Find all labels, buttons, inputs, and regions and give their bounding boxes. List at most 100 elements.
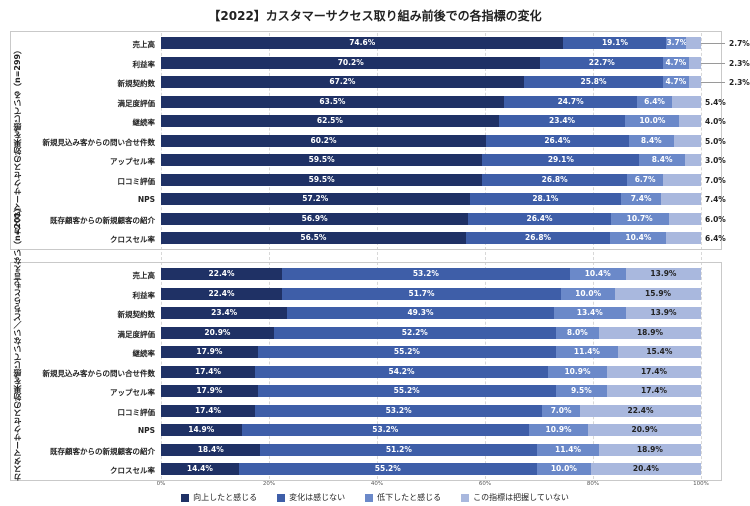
data-label: 63.5% bbox=[319, 96, 346, 106]
bar-segment: 17.9% bbox=[161, 385, 258, 397]
bar-segment: 23.4% bbox=[161, 307, 288, 319]
bar-segment: 17.4% bbox=[607, 385, 701, 397]
bar-segment: 25.8% bbox=[523, 76, 664, 88]
data-label: 17.9% bbox=[196, 386, 223, 395]
data-label: 20.9% bbox=[204, 327, 231, 337]
data-label: 7.0% bbox=[550, 405, 572, 415]
bar-segment: 17.4% bbox=[606, 365, 701, 378]
data-label: 10.9% bbox=[545, 425, 572, 434]
bar-segment: 13.9% bbox=[625, 268, 701, 280]
data-label: 20.4% bbox=[632, 464, 659, 473]
data-label: 17.4% bbox=[640, 386, 668, 395]
bar-segment: 17.4% bbox=[161, 404, 255, 417]
data-label: 26.4% bbox=[526, 213, 553, 223]
legend-item: この指標は把握していない bbox=[461, 492, 569, 503]
data-label: 10.7% bbox=[626, 213, 653, 223]
data-label: 4.7% bbox=[665, 57, 687, 67]
data-label: 70.2% bbox=[337, 57, 364, 67]
data-label: 10.0% bbox=[550, 464, 577, 473]
bar-segment: 56.9% bbox=[161, 212, 469, 225]
bar-segment: 70.2% bbox=[161, 56, 541, 69]
bar-segment: 4.7% bbox=[663, 56, 689, 69]
bar-segment bbox=[686, 37, 701, 49]
bar-segment bbox=[661, 193, 701, 205]
legend-label: この指標は把握していない bbox=[473, 493, 569, 502]
category-label: 口コミ評価 bbox=[117, 176, 156, 186]
bar-segment: 20.9% bbox=[588, 424, 701, 436]
data-label: 8.0% bbox=[566, 327, 588, 337]
gridline bbox=[701, 33, 702, 479]
bar-segment: 24.7% bbox=[503, 95, 638, 108]
bar-segment: 22.4% bbox=[580, 404, 701, 417]
data-label: 5.0% bbox=[705, 136, 726, 146]
data-label: 5.4% bbox=[705, 97, 726, 107]
gridline bbox=[269, 33, 270, 479]
bar-segment: 18.9% bbox=[598, 326, 701, 339]
bar-segment bbox=[688, 76, 701, 88]
data-label: 13.9% bbox=[650, 269, 677, 278]
bar-segment: 10.0% bbox=[625, 115, 680, 127]
data-label: 18.9% bbox=[636, 327, 663, 337]
bar-segment: 59.5% bbox=[161, 154, 483, 166]
data-label: 15.9% bbox=[645, 288, 672, 298]
data-label: 6.0% bbox=[705, 214, 726, 224]
data-label: 3.7% bbox=[666, 38, 688, 47]
data-label: 51.2% bbox=[385, 444, 412, 454]
bar-segment: 54.2% bbox=[255, 365, 549, 378]
data-label: 67.2% bbox=[329, 77, 356, 86]
bar-segment: 53.2% bbox=[241, 424, 530, 436]
category-label: 既存顧客からの新規顧客の紹介 bbox=[50, 215, 155, 225]
category-label: アップセル率 bbox=[110, 388, 155, 397]
category-label: 売上高 bbox=[132, 271, 156, 280]
bar-segment: 8.4% bbox=[628, 134, 674, 147]
bar-segment: 62.5% bbox=[161, 115, 499, 127]
bar-segment: 10.4% bbox=[569, 268, 626, 280]
data-label: 4.7% bbox=[665, 77, 687, 86]
x-tick-label: 80% bbox=[586, 481, 600, 487]
x-tick-label: 60% bbox=[478, 481, 492, 487]
bar-segment: 19.1% bbox=[563, 37, 667, 49]
bar-segment: 23.4% bbox=[498, 115, 626, 127]
data-label: 55.2% bbox=[393, 347, 420, 356]
bar-segment: 52.2% bbox=[273, 326, 556, 339]
data-label: 2.7% bbox=[729, 39, 750, 48]
category-label: 新規見込み客からの問い合せ件数 bbox=[42, 137, 156, 147]
bar-segment: 53.2% bbox=[282, 268, 570, 280]
bar-segment: 14.4% bbox=[161, 463, 239, 475]
gridline bbox=[377, 33, 378, 479]
bar-segment: 3.7% bbox=[666, 37, 688, 49]
data-label: 22.4% bbox=[208, 269, 235, 278]
group-label: カスタマーサクセスの効果を感じていない／どちらとも言えない（n=201） bbox=[13, 203, 22, 481]
data-label: 19.1% bbox=[601, 38, 628, 47]
data-label: 17.9% bbox=[196, 347, 223, 356]
data-label: 56.9% bbox=[301, 213, 328, 223]
data-label: 49.3% bbox=[407, 308, 434, 317]
category-label: アップセル率 bbox=[110, 157, 155, 166]
data-label: 23.4% bbox=[211, 308, 238, 317]
bar-segment bbox=[668, 212, 701, 225]
legend-swatch bbox=[181, 493, 190, 502]
chart-title: 【2022】カスタマーサクセス取り組み前後での各指標の変化 bbox=[208, 9, 542, 23]
category-label: クロスセル率 bbox=[110, 466, 155, 475]
bar-segment: 13.4% bbox=[553, 307, 626, 319]
category-label: 継続率 bbox=[132, 349, 156, 358]
bar-segment: 7.0% bbox=[542, 404, 581, 417]
bar-segment: 10.7% bbox=[610, 212, 669, 225]
data-label: 26.8% bbox=[525, 233, 552, 242]
bar-segment: 67.2% bbox=[161, 76, 524, 88]
x-tick-label: 20% bbox=[262, 481, 276, 487]
legend-label: 低下したと感じる bbox=[377, 493, 442, 502]
data-label: 53.2% bbox=[385, 405, 412, 415]
legend-item: 変化は感じない bbox=[277, 492, 345, 503]
data-label: 7.4% bbox=[705, 195, 726, 204]
leader-line bbox=[701, 43, 725, 44]
category-label: 利益率 bbox=[132, 290, 156, 300]
bar-segment: 26.8% bbox=[482, 173, 628, 186]
bar-segment: 26.8% bbox=[465, 232, 611, 244]
legend-label: 変化は感じない bbox=[289, 493, 346, 502]
gridline bbox=[593, 33, 594, 479]
bar-segment: 51.2% bbox=[260, 443, 538, 456]
bar-segment: 26.4% bbox=[486, 134, 629, 147]
bar-segment: 55.2% bbox=[238, 463, 537, 475]
